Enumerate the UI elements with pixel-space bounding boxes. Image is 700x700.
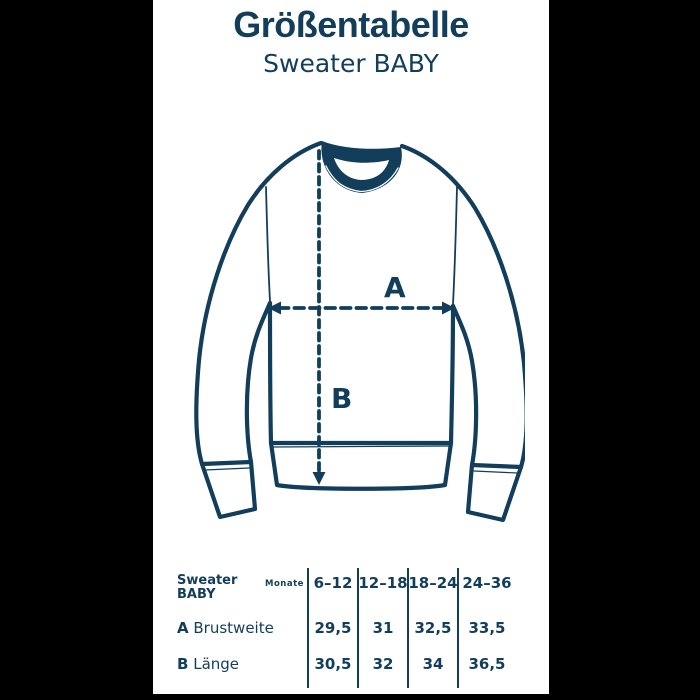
sweater-diagram: A B (194, 140, 525, 523)
row-key: A (177, 619, 189, 637)
size-chart-panel: Größentabelle Sweater BABY (153, 0, 549, 694)
waistband-sides-hem (268, 440, 454, 491)
body-right-seam (448, 303, 456, 446)
collar-rib-highlight (325, 165, 399, 193)
table-cell: 34 (422, 655, 444, 673)
right-sleeve-outline (399, 143, 525, 470)
measure-b-arrowhead (312, 472, 326, 485)
measure-a-arrowhead-right (442, 301, 455, 315)
table-cell: 32 (372, 655, 394, 673)
measure-a-arrowhead-left (268, 301, 281, 315)
collar-inner-opening (334, 158, 389, 180)
table-divider (407, 568, 409, 688)
table-cell: 32,5 (414, 619, 452, 637)
left-inner-sleeve (244, 300, 273, 465)
table-cell: 33,5 (468, 619, 506, 637)
measure-a-label: A (384, 271, 406, 304)
row-measure-name: Länge (193, 655, 240, 673)
product-name-line1: Sweater (177, 573, 238, 588)
table-cell: 30,5 (314, 655, 352, 673)
column-header: 6–12 (313, 574, 353, 592)
left-raglan-seam (265, 186, 271, 302)
table-row: A Brustweite 29,5 31 32,5 33,5 (175, 619, 516, 637)
row-label: B Länge (175, 655, 308, 673)
column-header: 12–18 (358, 574, 408, 592)
measure-b-label: B (331, 382, 352, 415)
unit-label: Monate (265, 579, 304, 589)
size-table: Sweater BABY Monate 6–12 12–18 18–24 24–… (175, 565, 520, 695)
table-cell: 36,5 (468, 655, 506, 673)
table-row: B Länge 30,5 32 34 36,5 (175, 655, 516, 673)
left-cuff (199, 459, 258, 520)
column-header: 24–36 (462, 574, 512, 592)
right-raglan-seam (452, 186, 458, 305)
row-key: B (177, 655, 189, 673)
right-cuff-rib-line (473, 470, 519, 474)
table-cell: 31 (372, 619, 394, 637)
row-measure-name: Brustweite (193, 619, 274, 637)
table-divider (307, 568, 309, 688)
table-divider (357, 568, 359, 688)
column-header: 18–24 (408, 574, 458, 592)
body-left-seam (267, 300, 274, 446)
product-name-line2: BABY (177, 587, 216, 602)
page-subtitle: Sweater BABY (263, 49, 439, 78)
table-product-cell: Sweater BABY Monate (175, 574, 308, 602)
table-cell: 29,5 (314, 619, 352, 637)
right-cuff (465, 462, 524, 523)
right-inner-sleeve (450, 303, 479, 468)
page-title: Größentabelle (233, 4, 469, 45)
row-label: A Brustweite (175, 619, 308, 637)
table-header-row: Sweater BABY Monate 6–12 12–18 18–24 24–… (175, 574, 516, 602)
sweater-outline (194, 140, 324, 467)
table-divider (457, 568, 459, 688)
left-cuff-rib-line (204, 467, 250, 471)
waistband-inner-line (272, 445, 450, 448)
